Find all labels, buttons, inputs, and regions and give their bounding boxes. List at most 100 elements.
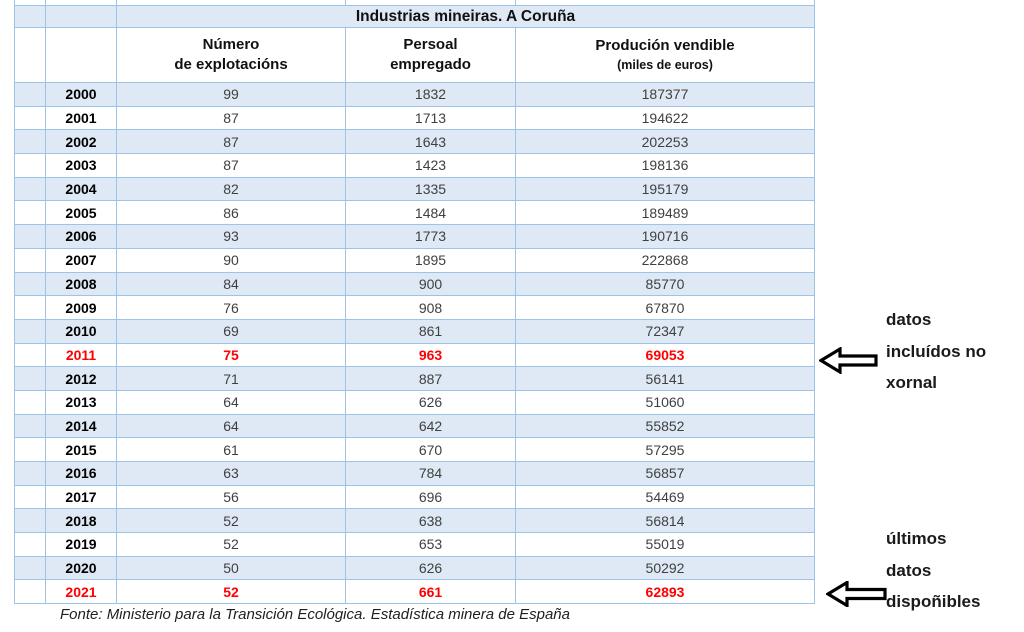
value-cell: 1484: [345, 200, 516, 226]
annotation-line: dispoñibles: [886, 592, 981, 611]
value-cell: 69053: [515, 343, 815, 368]
value-cell: 50292: [515, 556, 815, 581]
value-cell: 1832: [345, 82, 516, 107]
year-cell: 2010: [45, 319, 117, 344]
table-row: 2004 82 1335 195179: [14, 177, 815, 202]
year-cell: 2004: [45, 177, 117, 202]
value-cell: 52: [116, 579, 346, 605]
table-row: 2005 86 1484 189489: [14, 200, 815, 226]
value-cell: 54469: [515, 485, 815, 510]
value-cell: 56814: [515, 508, 815, 534]
year-cell: 2015: [45, 437, 117, 462]
empty-cell: [14, 437, 46, 462]
value-cell: 638: [345, 508, 516, 534]
empty-cell: [14, 343, 46, 368]
table-body: 2000 99 1832 187377 2001 87 1713 194622 2002 87 16…: [14, 82, 815, 605]
table-row: 2017 56 696 54469: [14, 485, 815, 510]
data-table: Industrias mineiras. A Coruña Número de …: [14, 0, 815, 605]
column-header-line1: Produción vendible: [595, 37, 735, 54]
table-row: 2013 64 626 51060: [14, 390, 815, 415]
table-row: 2009 76 908 67870: [14, 295, 815, 320]
value-cell: 52: [116, 508, 346, 534]
value-cell: 55019: [515, 532, 815, 557]
value-cell: 57295: [515, 437, 815, 462]
column-header-line1: Número: [202, 36, 260, 53]
empty-cell: [14, 272, 46, 297]
column-header-line1: Persoal: [403, 36, 458, 53]
empty-cell: [14, 366, 46, 391]
value-cell: 670: [345, 437, 516, 462]
source-note: Fonte: Ministerio para la Transición Eco…: [60, 606, 570, 623]
value-cell: 1643: [345, 129, 516, 155]
table-row: 2001 87 1713 194622: [14, 106, 815, 131]
year-cell: 2018: [45, 508, 117, 534]
column-header-line2: de explotacións: [174, 56, 288, 73]
annotation-line: incluídos no: [886, 341, 987, 361]
table-row: 2019 52 653 55019: [14, 532, 815, 557]
empty-cell: [14, 390, 46, 415]
value-cell: 56141: [515, 366, 815, 391]
table-row: 2010 69 861 72347: [14, 319, 815, 344]
empty-cell: [14, 248, 46, 273]
table-row: 2016 63 784 56857: [14, 461, 815, 486]
year-cell: 2019: [45, 532, 117, 557]
empty-cell: [14, 532, 46, 557]
empty-cell: [14, 177, 46, 202]
year-cell: 2011: [45, 343, 117, 368]
year-cell: 2014: [45, 414, 117, 439]
value-cell: 908: [345, 295, 516, 320]
empty-cell: [14, 508, 46, 534]
column-header-persoal: Persoal empregado: [345, 27, 516, 83]
empty-cell: [14, 461, 46, 486]
value-cell: 84: [116, 272, 346, 297]
table-row: 2015 61 670 57295: [14, 437, 815, 462]
value-cell: 63: [116, 461, 346, 486]
table-row: 2007 90 1895 222868: [14, 248, 815, 273]
value-cell: 187377: [515, 82, 815, 107]
value-cell: 93: [116, 224, 346, 249]
table-row: 2018 52 638 56814: [14, 508, 815, 534]
table-row: 2012 71 887 56141: [14, 366, 815, 391]
table-row: 2006 93 1773 190716: [14, 224, 815, 249]
value-cell: 90: [116, 248, 346, 273]
value-cell: 626: [345, 556, 516, 581]
value-cell: 1423: [345, 153, 516, 178]
empty-cell: [14, 579, 46, 605]
empty-cell: [14, 556, 46, 581]
year-cell: 2006: [45, 224, 117, 249]
column-header-line2: empregado: [390, 56, 471, 73]
value-cell: 64: [116, 390, 346, 415]
value-cell: 62893: [515, 579, 815, 605]
value-cell: 887: [345, 366, 516, 391]
annotation-line: últimos: [886, 529, 947, 548]
annotation-ultimos: últimos datos dispoñibles: [886, 523, 1021, 618]
cropped-row-above: [14, 0, 815, 6]
value-cell: 71: [116, 366, 346, 391]
year-cell: 2017: [45, 485, 117, 510]
year-cell: 2001: [45, 106, 117, 131]
value-cell: 642: [345, 414, 516, 439]
year-cell: 2003: [45, 153, 117, 178]
value-cell: 626: [345, 390, 516, 415]
year-cell: 2002: [45, 129, 117, 155]
table-row: 2011 75 963 69053: [14, 343, 815, 368]
value-cell: 1713: [345, 106, 516, 131]
value-cell: 82: [116, 177, 346, 202]
year-cell: 2009: [45, 295, 117, 320]
year-cell: 2013: [45, 390, 117, 415]
value-cell: 861: [345, 319, 516, 344]
value-cell: 56: [116, 485, 346, 510]
year-cell: 2008: [45, 272, 117, 297]
value-cell: 963: [345, 343, 516, 368]
table-title: Industrias mineiras. A Coruña: [116, 5, 815, 28]
empty-cell: [14, 224, 46, 249]
value-cell: 86: [116, 200, 346, 226]
value-cell: 900: [345, 272, 516, 297]
value-cell: 195179: [515, 177, 815, 202]
value-cell: 696: [345, 485, 516, 510]
column-header-line2: (miles de euros): [617, 58, 713, 72]
table-row: 2000 99 1832 187377: [14, 82, 815, 107]
table-title-row: Industrias mineiras. A Coruña: [14, 5, 815, 28]
value-cell: 198136: [515, 153, 815, 178]
